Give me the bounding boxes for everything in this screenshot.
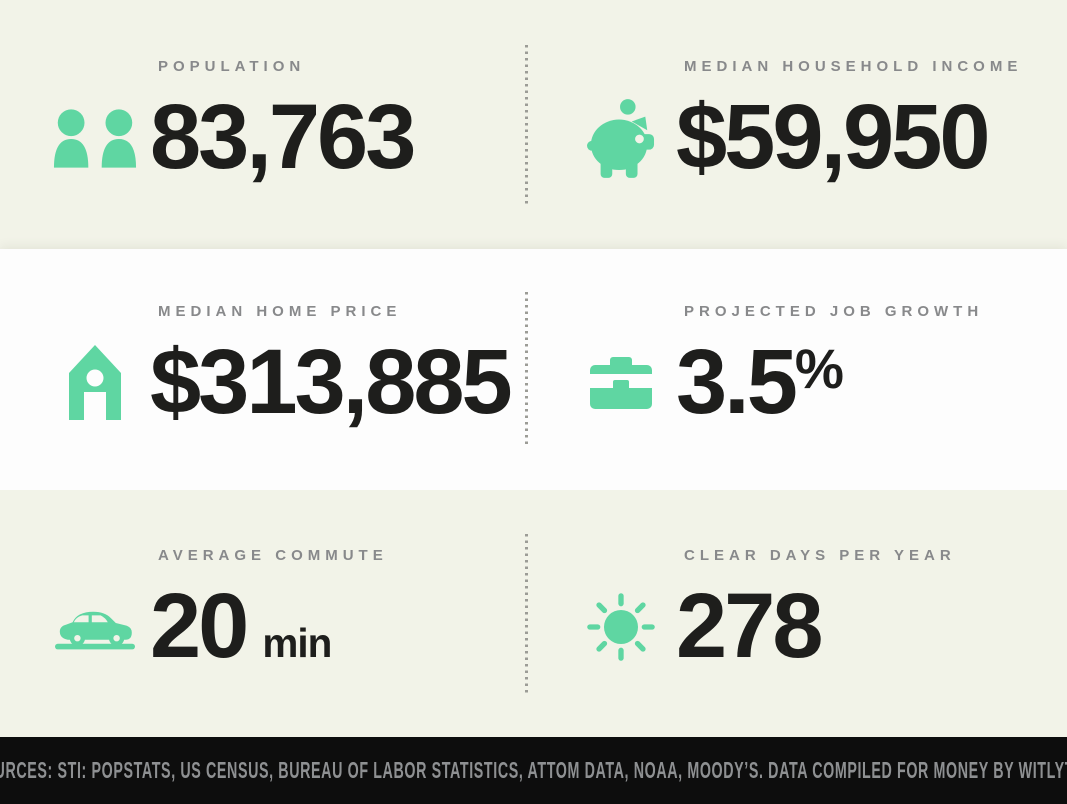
stat-text: PROJECTED JOB GROWTH 3.5% <box>676 303 983 428</box>
sun-icon <box>566 592 676 662</box>
stat-value-median-home-price: $313,885 <box>150 331 513 433</box>
stat-value-projected-job-growth: 3.5% <box>676 331 844 433</box>
stat-text: CLEAR DAYS PER YEAR 278 <box>676 547 956 672</box>
stat-label-average-commute: AVERAGE COMMUTE <box>158 547 388 564</box>
stat-clear-days-per-year: CLEAR DAYS PER YEAR 278 <box>526 490 1067 737</box>
stat-label-clear-days-per-year: CLEAR DAYS PER YEAR <box>684 547 956 564</box>
stats-row-3: AVERAGE COMMUTE 20 min <box>0 490 1067 737</box>
stat-median-household-income: MEDIAN HOUSEHOLD INCOME $59,950 <box>526 0 1067 249</box>
stat-median-home-price: MEDIAN HOME PRICE $313,885 <box>0 249 526 490</box>
dotted-divider <box>525 292 528 447</box>
stats-row-1: POPULATION 83,763 MEDIAN HOUSEHOLD <box>0 0 1067 249</box>
stat-text: MEDIAN HOUSEHOLD INCOME $59,950 <box>676 58 1022 183</box>
stat-text: MEDIAN HOME PRICE $313,885 <box>150 303 513 433</box>
car-icon <box>40 604 150 650</box>
stat-value-average-commute: 20 min <box>150 575 332 677</box>
stat-label-projected-job-growth: PROJECTED JOB GROWTH <box>684 303 984 320</box>
percent-suffix: % <box>794 338 844 401</box>
stat-label-median-household-income: MEDIAN HOUSEHOLD INCOME <box>684 58 1023 75</box>
stat-label-population: POPULATION <box>158 58 306 75</box>
sources-text: SOURCES: STI: POPSTATS, US CENSUS, BUREA… <box>0 757 1067 783</box>
house-icon <box>40 345 150 420</box>
minutes-suffix: min <box>262 620 332 666</box>
stat-text: POPULATION 83,763 <box>150 58 416 188</box>
stat-value-population: 83,763 <box>150 86 416 188</box>
briefcase-icon <box>566 356 676 409</box>
stat-value-median-household-income: $59,950 <box>676 86 991 188</box>
stats-row-2: MEDIAN HOME PRICE $313,885 PROJECTED JOB… <box>0 249 1067 490</box>
stat-average-commute: AVERAGE COMMUTE 20 min <box>0 490 526 737</box>
dotted-divider <box>525 44 528 205</box>
stat-label-median-home-price: MEDIAN HOME PRICE <box>158 303 402 320</box>
piggy-bank-icon <box>566 97 676 179</box>
stat-population: POPULATION 83,763 <box>0 0 526 249</box>
stat-projected-job-growth: PROJECTED JOB GROWTH 3.5% <box>526 249 1067 490</box>
people-icon <box>40 108 150 168</box>
stat-value-clear-days-per-year: 278 <box>676 575 823 677</box>
sources-footer: SOURCES: STI: POPSTATS, US CENSUS, BUREA… <box>0 737 1067 804</box>
dotted-divider <box>525 534 528 693</box>
stat-text: AVERAGE COMMUTE 20 min <box>150 547 388 672</box>
